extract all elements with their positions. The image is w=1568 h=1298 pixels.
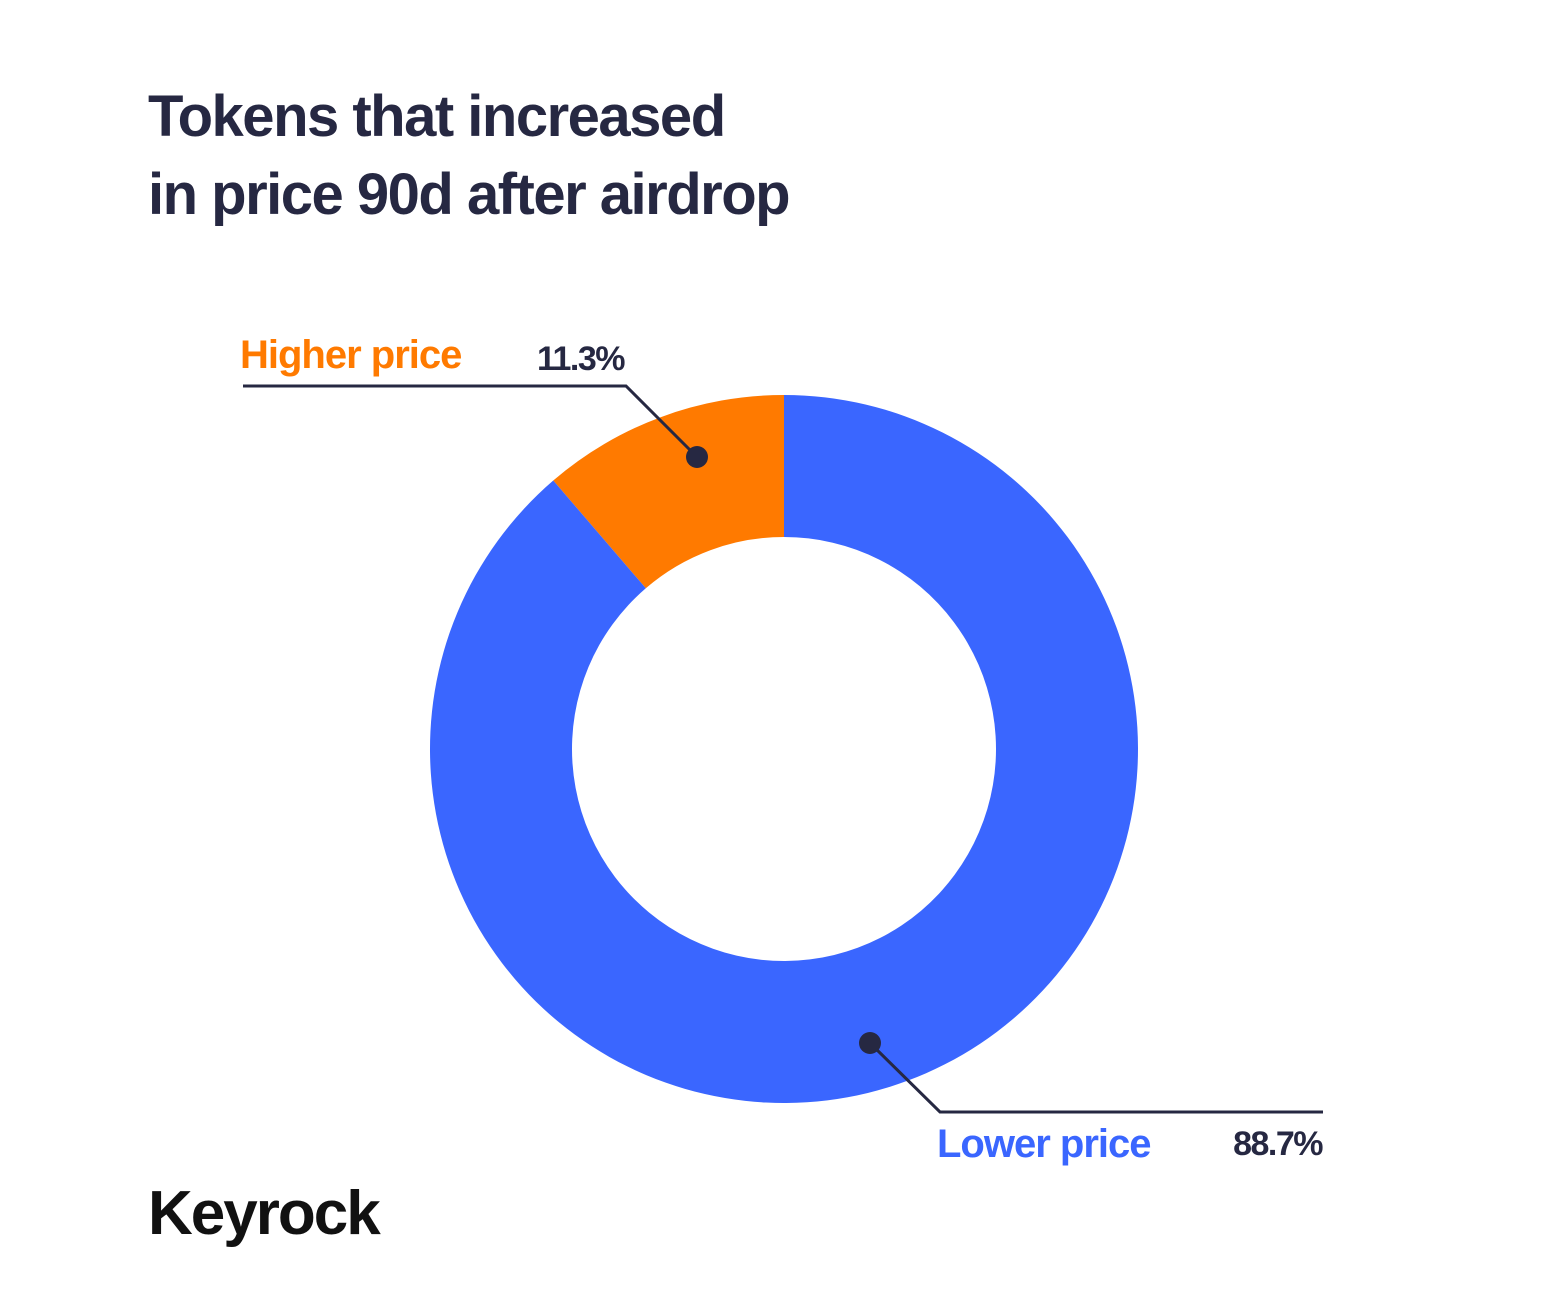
chart-title-line-1: Tokens that increased [148, 84, 726, 149]
higher-price-label: Higher price [240, 333, 461, 377]
chart-title: Tokens that increased in price 90d after… [148, 78, 791, 234]
keyrock-logo: Keyrock [148, 1179, 381, 1248]
lower-price-label: Lower price [937, 1122, 1151, 1166]
lower-price-value: 88.7% [1233, 1125, 1323, 1163]
higher-price-leader-line [243, 384, 699, 459]
higher-price-value: 11.3% [537, 340, 625, 378]
lower-price-callout: Lower price 88.7% [859, 1032, 1325, 1166]
lower-price-marker-dot [859, 1032, 881, 1054]
higher-price-slice [553, 395, 784, 589]
donut-slices [429, 395, 1138, 1104]
higher-price-marker-dot [686, 446, 708, 468]
lower-price-leader-line [868, 1041, 1323, 1114]
lower-price-slice [429, 395, 1138, 1104]
higher-price-callout: Higher price 11.3% [240, 333, 708, 468]
chart-title-line-2: in price 90d after airdrop [148, 162, 791, 227]
